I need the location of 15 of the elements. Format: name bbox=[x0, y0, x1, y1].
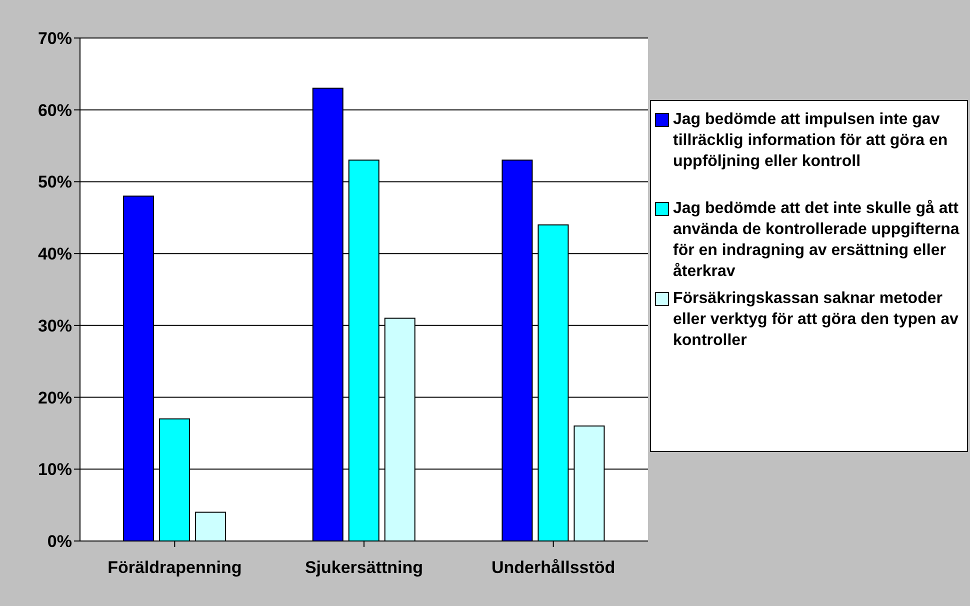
x-tick-label: Underhållsstöd bbox=[491, 558, 616, 578]
bar bbox=[195, 512, 226, 541]
y-tick-label: 60% bbox=[38, 100, 72, 120]
y-tick-label: 50% bbox=[38, 172, 72, 192]
y-tick-label: 30% bbox=[38, 316, 72, 336]
x-tick-label: Föräldrapenning bbox=[108, 558, 242, 578]
y-tick-label: 20% bbox=[38, 388, 72, 408]
y-tick-label: 70% bbox=[38, 29, 72, 48]
legend-label: Jag bedömde att det inte skulle gå att använda de kontrollerade uppgifterna för en indragning av ersättning eller återkrav bbox=[673, 198, 960, 282]
legend-label: Jag bedömde att impulsen inte gav tillräcklig information för att göra en uppföljning eller kontroll bbox=[673, 110, 949, 172]
y-tick-label: 0% bbox=[47, 532, 72, 552]
x-tick-label: Sjukersättning bbox=[304, 558, 424, 578]
legend-label: Försäkringskassan saknar metoder eller verktyg för att göra den typen av kontroller bbox=[673, 289, 960, 351]
y-tick-label: 10% bbox=[38, 460, 72, 480]
y-tick-label: 40% bbox=[38, 244, 72, 264]
